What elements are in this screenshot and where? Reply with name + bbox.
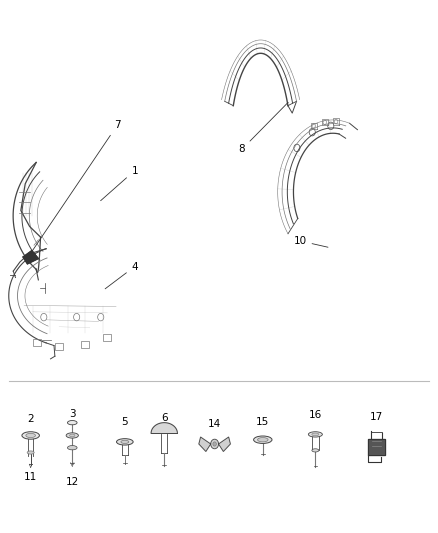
Ellipse shape (70, 434, 75, 437)
Text: 10: 10 (293, 236, 328, 247)
Bar (33, 339, 41, 346)
Text: 4: 4 (105, 262, 138, 289)
Text: 15: 15 (256, 417, 269, 426)
Polygon shape (151, 423, 177, 433)
Circle shape (211, 439, 219, 449)
Ellipse shape (66, 433, 78, 438)
Text: 14: 14 (208, 419, 221, 429)
Ellipse shape (258, 438, 268, 442)
Text: 11: 11 (24, 472, 37, 482)
Text: 3: 3 (69, 409, 76, 419)
Ellipse shape (312, 449, 319, 452)
Text: 2: 2 (27, 415, 34, 424)
Ellipse shape (121, 440, 129, 443)
Text: 16: 16 (309, 410, 322, 420)
Ellipse shape (308, 432, 322, 437)
Ellipse shape (117, 439, 133, 445)
Text: 7: 7 (31, 120, 120, 253)
Text: 8: 8 (239, 102, 288, 154)
Ellipse shape (22, 432, 39, 439)
Ellipse shape (312, 433, 319, 436)
Bar (103, 334, 111, 341)
Text: 1: 1 (101, 166, 138, 201)
Ellipse shape (254, 436, 272, 443)
Bar (81, 341, 89, 348)
Text: 6: 6 (161, 414, 168, 423)
Circle shape (213, 442, 216, 446)
Polygon shape (23, 251, 39, 264)
Text: 5: 5 (121, 417, 128, 426)
Ellipse shape (67, 421, 77, 425)
Polygon shape (368, 439, 385, 455)
Text: 12: 12 (66, 478, 79, 487)
Bar (55, 343, 63, 350)
Ellipse shape (67, 446, 77, 450)
Polygon shape (219, 437, 230, 451)
Polygon shape (199, 437, 211, 451)
Ellipse shape (27, 451, 34, 454)
Text: 17: 17 (370, 413, 383, 422)
Ellipse shape (26, 433, 35, 438)
